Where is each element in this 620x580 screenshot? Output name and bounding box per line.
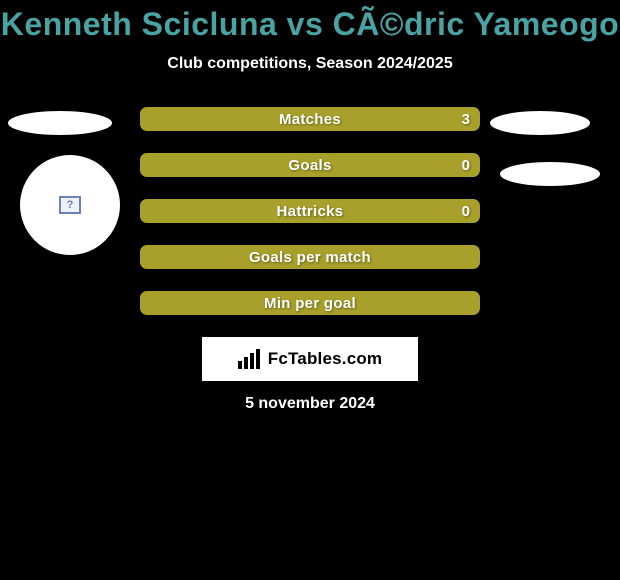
- stat-bar: Hattricks 0: [140, 199, 480, 223]
- brand-box: FcTables.com: [202, 337, 418, 381]
- left-player-avatar: [20, 155, 120, 255]
- left-player-ellipse: [8, 111, 112, 135]
- stat-bar-value: 3: [462, 111, 470, 128]
- stat-bars: Matches 3 Goals 0 Hattricks 0 Goals per match M…: [140, 107, 480, 337]
- page-title: Kenneth Scicluna vs CÃ©dric Yameogo: [0, 0, 620, 43]
- generation-date: 5 november 2024: [0, 395, 620, 413]
- stat-bar-value: 0: [462, 157, 470, 174]
- stat-bar-label: Hattricks: [277, 203, 344, 220]
- stat-bar: Min per goal: [140, 291, 480, 315]
- brand-chart-icon: [238, 349, 262, 369]
- stat-bar: Goals 0: [140, 153, 480, 177]
- right-player-ellipse-bottom: [500, 162, 600, 186]
- stat-bar-label: Matches: [279, 111, 341, 128]
- brand-text: FcTables.com: [268, 349, 383, 369]
- comparison-content: Matches 3 Goals 0 Hattricks 0 Goals per match M…: [0, 107, 620, 367]
- stat-bar-label: Goals: [288, 157, 331, 174]
- subtitle: Club competitions, Season 2024/2025: [0, 55, 620, 73]
- image-placeholder-icon: [59, 196, 81, 214]
- stat-bar-value: 0: [462, 203, 470, 220]
- stat-bar: Goals per match: [140, 245, 480, 269]
- stat-bar-label: Min per goal: [264, 295, 356, 312]
- right-player-ellipse-top: [490, 111, 590, 135]
- stat-bar-label: Goals per match: [249, 249, 371, 266]
- stat-bar: Matches 3: [140, 107, 480, 131]
